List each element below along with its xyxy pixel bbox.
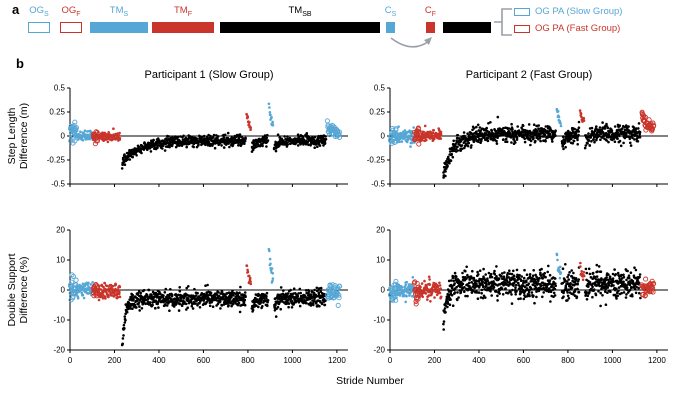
- phase-tm-fast-label: TMF: [174, 5, 192, 18]
- phase-catch-fast: CF: [423, 4, 438, 33]
- phase-tm-splitbelt-final-bar: [443, 22, 491, 33]
- phase-tm-slow-label: TMS: [109, 5, 129, 18]
- y-tick-label: 0: [381, 286, 386, 295]
- y-tick-label: 0: [61, 286, 66, 295]
- phase-og-slow-label: OGS: [29, 5, 49, 18]
- y-tick-label: -20: [53, 346, 65, 355]
- phase-catch-fast-bar: [426, 22, 435, 33]
- x-tick-label: 1000: [604, 356, 622, 365]
- legend-bracket: [494, 8, 512, 36]
- panel-a: a OGS OGF TMS TMF TMSB CS CF: [0, 0, 700, 56]
- xlabel-stride-number: Stride Number: [336, 375, 404, 387]
- x-tick-label: 400: [472, 356, 486, 365]
- y-tick-label: -0.5: [51, 180, 65, 189]
- phase-og-slow: OGS: [28, 4, 50, 33]
- x-tick-label: 1200: [328, 356, 346, 365]
- phase-catch-fast-label: CF: [424, 5, 437, 18]
- y-tick-label: 20: [56, 226, 65, 235]
- subplot-title-participant1: Participant 1 (Slow Group): [145, 69, 274, 81]
- phase-tm-splitbelt-bar: [220, 22, 380, 33]
- y-tick-label: 10: [56, 256, 65, 265]
- legend-og-pa-fast: OG PA (Fast Group): [514, 23, 620, 34]
- phase-og-slow-bar: [28, 22, 50, 33]
- phase-tm-fast: TMF: [152, 4, 214, 33]
- phase-og-fast-bar: [60, 22, 82, 33]
- phase-tm-splitbelt: TMSB: [220, 4, 380, 33]
- y-tick-label: -10: [53, 316, 65, 325]
- x-tick-label: 1200: [648, 356, 666, 365]
- x-tick-label: 800: [561, 356, 575, 365]
- y-tick-label: 20: [376, 226, 385, 235]
- y-tick-label: -0.5: [371, 180, 385, 189]
- subplot-p2-step-length: 0.5 0.25 0 -0.25 -0.5: [367, 84, 668, 189]
- x-tick-label: 400: [152, 356, 166, 365]
- ylabel-step-length-line1: Step Length: [6, 108, 18, 165]
- ylabel-double-support-line1: Double Support: [6, 253, 18, 326]
- phase-tm-slow: TMS: [90, 4, 148, 33]
- scatter-points: [67, 102, 343, 170]
- legend-og-pa-slow-swatch: [514, 7, 530, 16]
- x-tick-label: 800: [241, 356, 255, 365]
- y-tick-label: 0.5: [54, 84, 66, 93]
- y-tick-label: -0.25: [47, 156, 66, 165]
- phase-og-fast: OGF: [60, 4, 82, 33]
- scatter-points: [388, 107, 657, 179]
- ylabel-double-support-line2: Difference (%): [18, 257, 30, 324]
- y-tick-label: -10: [373, 316, 385, 325]
- swap-arrow-icon: [390, 37, 432, 48]
- subplot-p1-step-length: 0.5 0.25 0 -0.25 -0.5: [47, 84, 348, 189]
- legend-og-pa-fast-swatch: [514, 24, 530, 33]
- y-tick-label: 10: [376, 256, 385, 265]
- legend-og-pa-fast-label: OG PA (Fast Group): [535, 23, 621, 34]
- scatter-points: [68, 247, 343, 347]
- y-tick-label: 0: [61, 132, 66, 141]
- x-tick-label: 1000: [284, 356, 302, 365]
- phase-tm-slow-bar: [90, 22, 148, 33]
- subplot-title-participant2: Participant 2 (Fast Group): [466, 69, 593, 81]
- x-tick-label: 0: [68, 356, 73, 365]
- phase-og-fast-label: OGF: [61, 5, 81, 18]
- phase-catch-slow: CS: [383, 4, 398, 33]
- x-tick-label: 600: [517, 356, 531, 365]
- panel-b-label: b: [16, 56, 24, 71]
- phase-tm-splitbelt-label: TMSB: [288, 5, 312, 18]
- y-tick-label: -20: [373, 346, 385, 355]
- phase-catch-slow-bar: [386, 22, 395, 33]
- x-tick-label: 0: [388, 356, 393, 365]
- x-tick-label: 200: [108, 356, 122, 365]
- y-tick-label: 0.25: [49, 108, 65, 117]
- x-tick-label: 200: [428, 356, 442, 365]
- x-tick-label: 600: [197, 356, 211, 365]
- y-tick-label: 0.25: [369, 108, 385, 117]
- y-tick-label: 0: [381, 132, 386, 141]
- y-tick-label: 0.5: [374, 84, 386, 93]
- panel-a-label: a: [12, 2, 20, 17]
- ylabel-step-length-line2: Difference (m): [18, 103, 30, 169]
- scatter-points: [387, 252, 657, 331]
- phase-tm-fast-bar: [152, 22, 214, 33]
- legend-og-pa-slow-label: OG PA (Slow Group): [535, 6, 623, 17]
- phase-tm-splitbelt-final: [443, 4, 491, 33]
- phase-catch-slow-label: CS: [384, 5, 397, 18]
- y-tick-label: -0.25: [367, 156, 386, 165]
- legend-og-pa-slow: OG PA (Slow Group): [514, 6, 622, 17]
